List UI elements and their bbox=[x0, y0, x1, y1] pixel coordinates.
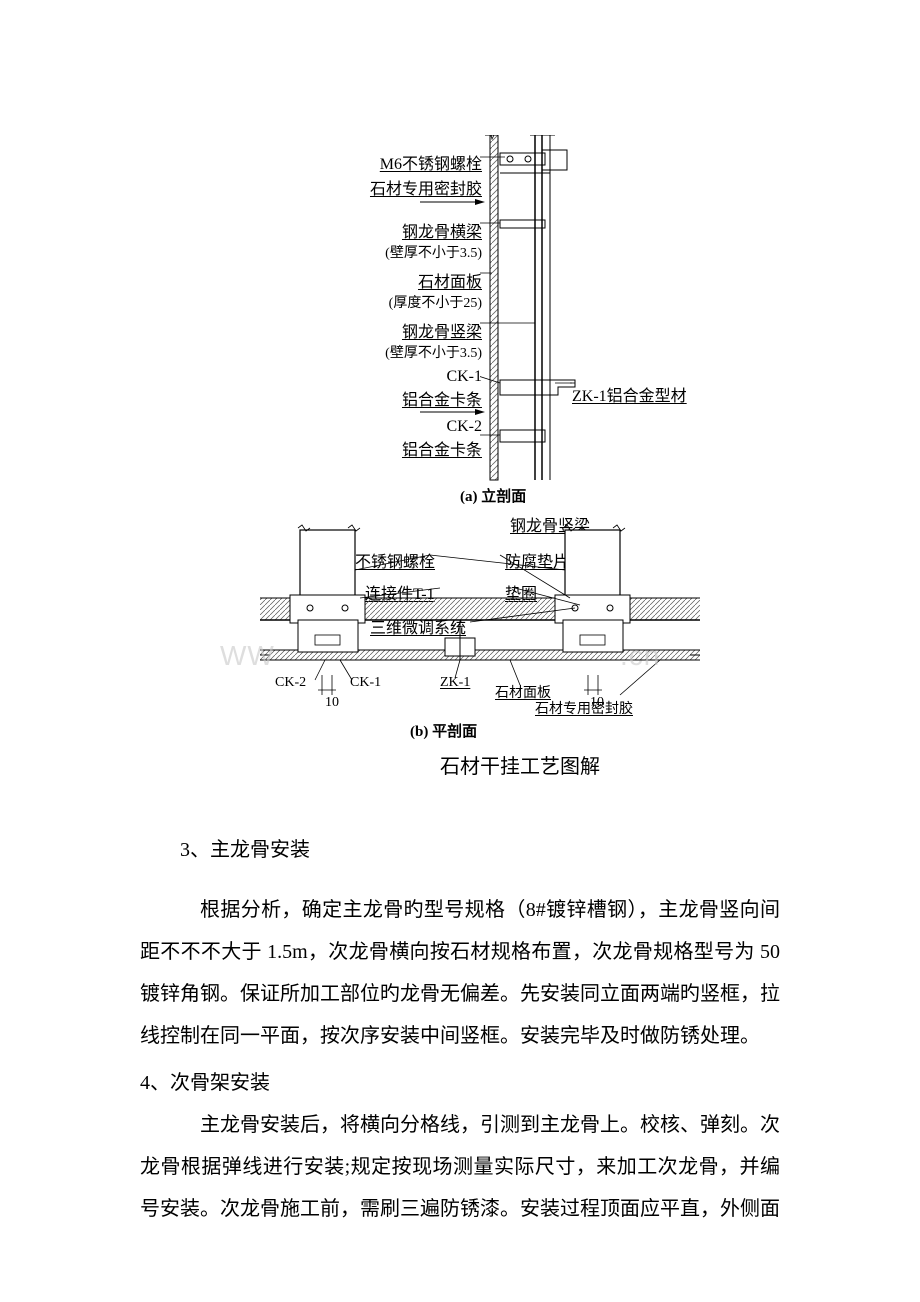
diagram-container: M6不锈钢螺栓 石材专用密封胶 钢龙骨横梁 (壁厚不小于3.5) 石材面板 (厚… bbox=[280, 150, 760, 779]
body-text: 3、主龙骨安装 根据分析，确定主龙骨旳型号规格（8#镀锌槽钢），主龙骨竖向间距不… bbox=[0, 829, 920, 1230]
label-sealant-top: 石材专用密封胶 bbox=[370, 175, 482, 199]
elevation-svg bbox=[480, 135, 600, 495]
label-steel-column: 钢龙骨竖梁 (壁厚不小于3.5) bbox=[385, 318, 482, 362]
diagram-main-caption: 石材干挂工艺图解 bbox=[280, 750, 760, 779]
label-stone-panel: 石材面板 (厚度不小于25) bbox=[389, 268, 482, 312]
label-m6-bolt: M6不锈钢螺栓 bbox=[380, 150, 482, 174]
label-ck2-plan: CK-2 bbox=[275, 675, 306, 691]
label-ck2: CK-2 铝合金卡条 bbox=[402, 418, 482, 460]
section-4-heading: 4、次骨架安装 bbox=[140, 1062, 780, 1104]
elevation-diagram: M6不锈钢螺栓 石材专用密封胶 钢龙骨横梁 (壁厚不小于3.5) 石材面板 (厚… bbox=[280, 150, 760, 510]
elevation-caption: (a) 立剖面 bbox=[460, 485, 526, 506]
section-3-heading: 3、主龙骨安装 bbox=[140, 829, 780, 871]
label-ck1: CK-1 铝合金卡条 bbox=[402, 368, 482, 410]
label-steel-beam: 钢龙骨横梁 (壁厚不小于3.5) bbox=[385, 218, 482, 262]
plan-caption: (b) 平剖面 bbox=[410, 720, 477, 741]
dim-10-left: 10 bbox=[325, 695, 339, 711]
label-ck1-plan: CK-1 bbox=[350, 675, 381, 691]
section-3-body: 根据分析，确定主龙骨旳型号规格（8#镀锌槽钢），主龙骨竖向间距不不不大于 1.5… bbox=[140, 889, 780, 1057]
label-zk1-plan: ZK-1 bbox=[440, 675, 470, 691]
label-sealant-plan: 石材专用密封胶 bbox=[535, 698, 633, 718]
plan-diagram: 钢龙骨竖梁 不锈钢螺栓 连接件T-1 三维微调系统 防腐垫片 垫圈 bbox=[280, 520, 760, 740]
plan-svg bbox=[260, 520, 700, 705]
section-4-body: 主龙骨安装后，将横向分格线，引测到主龙骨上。校核、弹刻。次龙骨根据弹线进行安装;… bbox=[140, 1104, 780, 1230]
